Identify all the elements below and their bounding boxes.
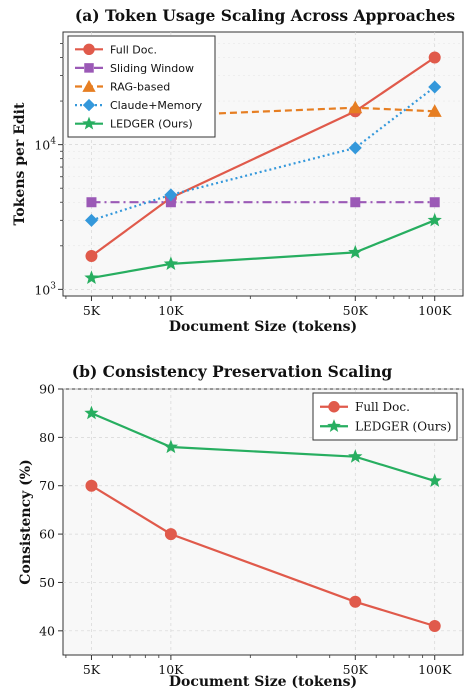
panel-b-y-tick-label: 90 [39,382,55,397]
panel-a-point-ledger-ours [427,212,442,227]
panel-a-point-claude-memory [428,80,442,94]
panel-a-legend-label: LEDGER (Ours) [110,118,193,131]
panel-a-legend: Full Doc. Sliding Window RAG-based Claude+M… [67,35,216,138]
panel-a-point-rag-based [348,100,363,114]
panel-b-legend-label: Full Doc. [355,400,410,414]
panel-a-point-sliding-window [429,197,440,208]
panel-b-y-tick-label: 60 [39,527,55,542]
panel-a-x-tick-label: 50K [343,303,369,318]
panel-a-point-sliding-window [86,197,97,208]
panel-a-legend-marker [82,79,96,92]
panel-a-x-tick-label: 10K [158,303,184,318]
panel-b-legend-marker [328,401,340,413]
panel-b-point-full-doc [428,619,441,632]
panel-a-y-tick-label: 103 [34,281,56,297]
panel-a-x-tick-label: 5K [83,303,101,318]
panel-a-point-sliding-window [165,197,176,208]
panel-a-legend-item-sliding-window: Sliding Window [75,62,194,75]
panel-a-legend-marker [83,43,95,56]
panel-b-ylabel: Consistency (%) [18,459,34,584]
panel-a-legend-item-ledger-ours: LEDGER (Ours) [75,116,193,131]
panel-b-point-ledger-ours [427,473,442,487]
panel-b-legend-marker [327,419,341,433]
panel-a-xlabel: Document Size (tokens) [169,319,357,335]
panel-a-point-rag-based [427,104,442,117]
panel-a-point-sliding-window [350,197,361,208]
panel-b-y-tick-label: 50 [39,575,55,590]
panel-b-ticks: 5K 10K 50K 100K 40 50 60 70 80 90 [39,382,452,678]
panel-b-x-tick-label: 50K [343,662,369,677]
panel-b-legend-label: LEDGER (Ours) [355,419,451,433]
panel-b-legend: Full Doc. LEDGER (Ours) [312,392,458,441]
panel-a-point-full-doc [428,51,441,64]
panel-a-ylabel: Tokens per Edit [12,102,28,225]
panel-a-y-tick-label: 104 [34,137,56,153]
panel-b-point-full-doc [349,595,362,608]
panel-b-series-ledger-ours [84,405,442,487]
panel-a-legend-label: Full Doc. [110,43,157,56]
panel-b-x-tick-label: 100K [418,662,452,677]
panel-a: (a) Token Usage Scaling Across Approache… [12,6,464,335]
panel-a-series-claude-memory [84,80,442,227]
panel-a-point-ledger-ours [84,270,99,284]
panel-a-legend-item-claude-memory: Claude+Memory [75,98,203,112]
panel-b-point-ledger-ours [163,439,179,454]
panel-b-y-tick-label: 70 [39,478,55,493]
panel-b-xlabel: Document Size (tokens) [169,674,357,690]
panel-b-point-full-doc [164,528,177,541]
panel-a-point-ledger-ours [163,256,179,270]
panel-a-legend-label: Claude+Memory [110,99,203,112]
panel-a-title: (a) Token Usage Scaling Across Approache… [75,6,455,25]
panel-b-legend-item-ledger-ours: LEDGER (Ours) [320,419,451,433]
panel-b-legend-box [312,392,458,441]
panel-a-legend-marker [82,98,96,112]
panel-a-legend-item-full-doc: Full Doc. [75,43,157,56]
panel-a-point-claude-memory [348,141,362,155]
panel-a-line-claude-memory [91,86,436,222]
panel-a-series-ledger-ours [84,212,442,284]
panel-b-y-tick-label: 80 [39,430,55,445]
panel-a-line-ledger-ours [91,219,436,279]
panel-a-series-sliding-window [86,197,440,208]
panel-a-legend-label: Sliding Window [110,62,194,75]
panel-b-x-tick-label: 5K [83,662,101,677]
panel-b-line-full-doc [90,484,436,628]
panel-a-legend-label: RAG-based [110,81,170,94]
panel-b-title: (b) Consistency Preservation Scaling [72,362,393,381]
panel-b-point-ledger-ours [84,405,99,420]
panel-b-point-full-doc [85,479,98,492]
panel-b-legend-item-full-doc: Full Doc. [320,400,410,414]
panel-b-series-full-doc [85,479,441,632]
panel-b-line-ledger-ours [91,412,436,482]
panel-b: (b) Consistency Preservation Scaling 5K 1… [18,362,464,690]
panel-b-point-ledger-ours [348,449,363,463]
panel-b-x-tick-label: 10K [158,662,184,677]
panel-a-point-full-doc [85,250,98,263]
panel-a-legend-marker [82,116,96,130]
panel-a-legend-marker [84,63,94,73]
panel-a-point-claude-memory [164,188,178,202]
panel-b-series [84,405,442,632]
panel-a-legend-item-rag-based: RAG-based [75,79,170,94]
panel-a-line-full-doc [90,56,436,257]
panel-a-x-tick-label: 100K [418,303,452,318]
panel-a-ticks: 5K 10K 50K 100K 103 104 [34,43,452,318]
panel-a-point-ledger-ours [348,244,363,259]
panel-b-y-tick-label: 40 [39,623,55,638]
panel-a-point-claude-memory [84,213,98,227]
